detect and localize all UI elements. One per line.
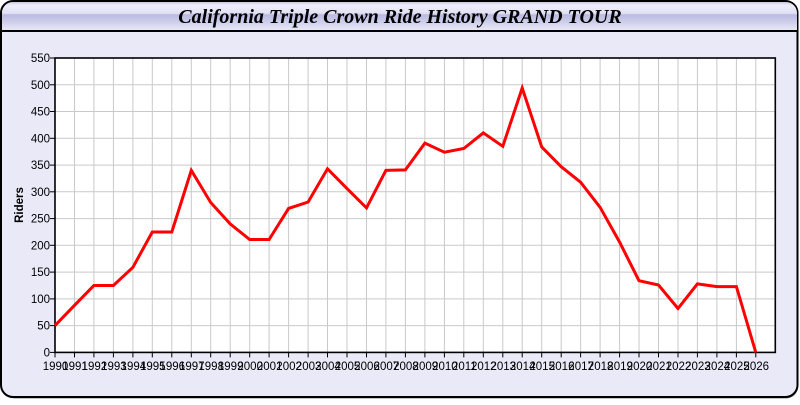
svg-text:2020: 2020 (627, 361, 653, 373)
svg-text:450: 450 (31, 107, 50, 119)
svg-text:2021: 2021 (646, 361, 672, 373)
svg-text:2006: 2006 (354, 361, 380, 373)
svg-text:2010: 2010 (432, 361, 458, 373)
svg-text:1991: 1991 (62, 361, 88, 373)
svg-text:2026: 2026 (744, 361, 770, 373)
svg-text:2005: 2005 (335, 361, 361, 373)
svg-text:2000: 2000 (237, 361, 263, 373)
svg-text:2007: 2007 (374, 361, 400, 373)
svg-text:2008: 2008 (393, 361, 419, 373)
svg-text:500: 500 (31, 80, 50, 92)
svg-text:2011: 2011 (452, 361, 477, 373)
svg-text:California Triple Crown Ride H: California Triple Crown Ride History GRA… (178, 6, 621, 28)
svg-text:2009: 2009 (413, 361, 439, 373)
svg-text:0: 0 (44, 347, 50, 359)
svg-text:1995: 1995 (140, 361, 166, 373)
svg-text:2001: 2001 (257, 361, 283, 373)
svg-text:250: 250 (31, 214, 50, 226)
svg-text:400: 400 (31, 133, 50, 145)
svg-text:1999: 1999 (218, 361, 244, 373)
svg-text:550: 550 (31, 53, 50, 65)
svg-text:1998: 1998 (198, 361, 224, 373)
svg-text:2004: 2004 (315, 361, 341, 373)
svg-text:2024: 2024 (705, 361, 731, 373)
svg-text:2023: 2023 (685, 361, 711, 373)
svg-text:1996: 1996 (160, 361, 186, 373)
svg-text:2003: 2003 (296, 361, 322, 373)
svg-text:50: 50 (37, 321, 50, 333)
svg-text:1993: 1993 (101, 361, 127, 373)
svg-text:1997: 1997 (179, 361, 205, 373)
svg-text:2022: 2022 (666, 361, 692, 373)
svg-text:2015: 2015 (529, 361, 555, 373)
svg-text:2014: 2014 (510, 361, 536, 373)
svg-text:2025: 2025 (724, 361, 750, 373)
svg-text:1994: 1994 (121, 361, 147, 373)
svg-text:200: 200 (31, 240, 50, 252)
svg-text:2017: 2017 (568, 361, 594, 373)
svg-text:100: 100 (31, 294, 50, 306)
svg-text:300: 300 (31, 187, 50, 199)
svg-text:Riders: Riders (14, 187, 26, 223)
svg-text:1992: 1992 (82, 361, 108, 373)
svg-text:2012: 2012 (471, 361, 497, 373)
svg-text:350: 350 (31, 160, 50, 172)
svg-text:2018: 2018 (588, 361, 614, 373)
svg-text:2002: 2002 (276, 361, 302, 373)
svg-text:2013: 2013 (491, 361, 517, 373)
svg-text:2016: 2016 (549, 361, 575, 373)
svg-text:150: 150 (31, 267, 50, 279)
svg-text:2019: 2019 (607, 361, 633, 373)
svg-text:1990: 1990 (43, 361, 69, 373)
